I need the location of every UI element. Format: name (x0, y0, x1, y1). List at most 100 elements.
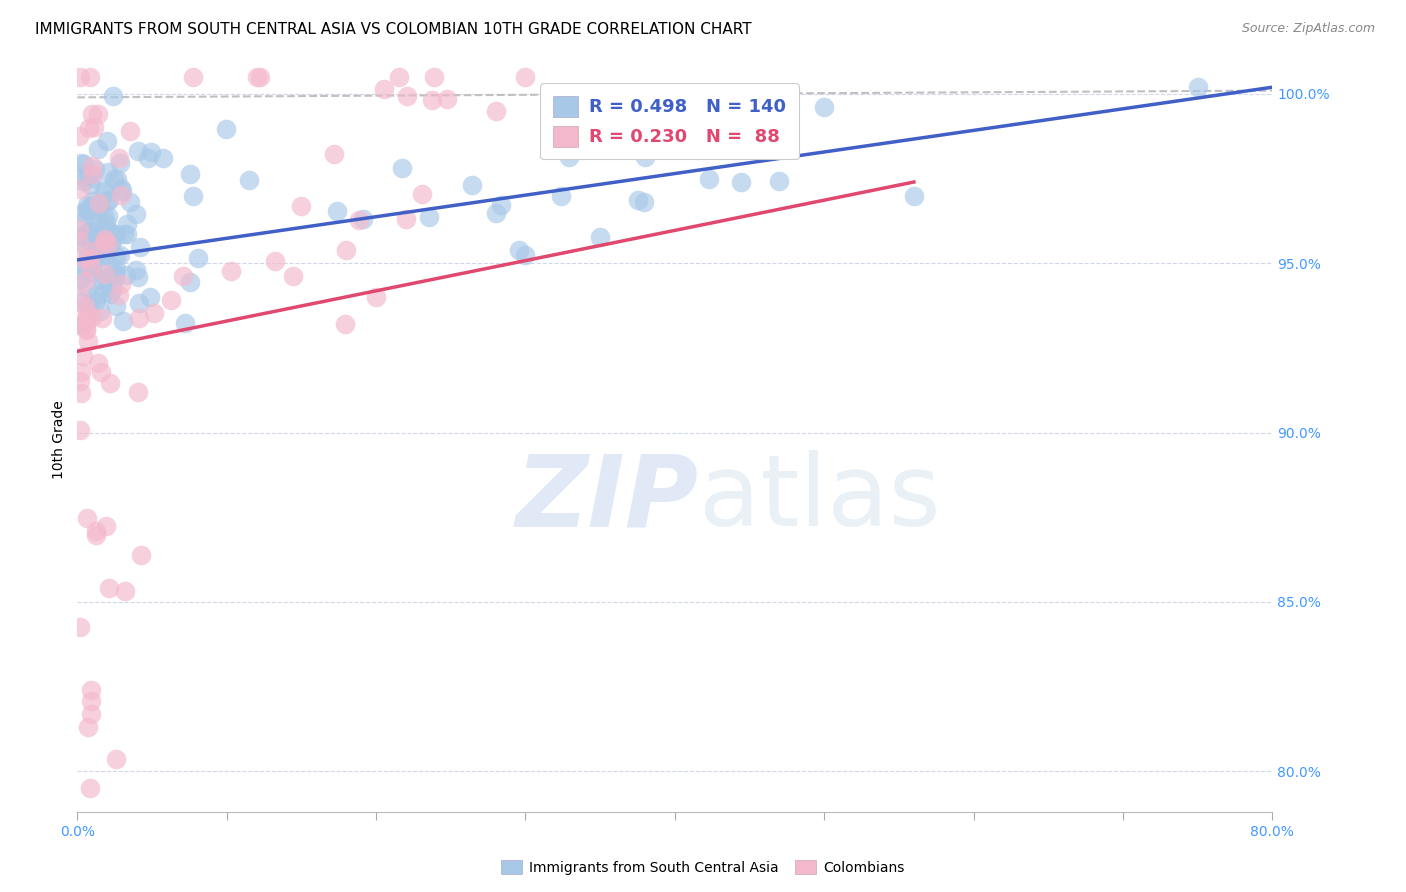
Point (105, 249, 128, 263)
Point (97, 277, 120, 291)
Point (93, 235, 115, 250)
Point (420, 93, 443, 107)
Point (70, 318, 93, 333)
Point (129, 240, 152, 254)
Point (72, 315, 94, 329)
Point (87, 254, 110, 268)
Point (98, 581, 121, 595)
Point (396, 89, 419, 103)
Point (100, 235, 122, 250)
Point (110, 188, 132, 202)
Point (84, 236, 107, 251)
Point (633, 195, 655, 210)
Point (70, 215, 93, 229)
Point (627, 193, 650, 207)
Point (82, 170, 104, 185)
Point (72, 174, 94, 188)
Point (76, 720, 98, 734)
Point (70, 295, 93, 310)
Point (326, 204, 349, 219)
Point (72, 206, 94, 220)
Point (89, 217, 111, 231)
Point (97, 209, 120, 223)
Point (813, 99, 835, 113)
Point (75, 240, 97, 254)
Legend: Immigrants from South Central Asia, Colombians: Immigrants from South Central Asia, Colo… (496, 855, 910, 880)
Point (96, 519, 118, 533)
Point (111, 314, 134, 328)
Point (87, 196, 110, 211)
Text: ZIP: ZIP (516, 450, 699, 548)
Point (94, 272, 117, 286)
Point (82, 244, 104, 258)
Point (515, 70, 537, 84)
Point (76, 227, 98, 241)
Point (76, 280, 98, 294)
Point (103, 267, 125, 281)
Point (82, 159, 104, 173)
Point (86, 524, 108, 539)
Point (97, 194, 120, 208)
Point (75, 322, 97, 336)
Point (550, 188, 572, 202)
Point (72, 251, 94, 265)
Point (589, 229, 612, 244)
Point (219, 263, 242, 277)
Point (76, 225, 98, 239)
Point (94, 216, 117, 230)
Point (283, 268, 305, 283)
Point (575, 127, 598, 141)
Point (143, 306, 166, 320)
Point (366, 290, 388, 304)
Point (173, 316, 195, 330)
Point (104, 270, 127, 285)
Point (86, 527, 108, 541)
Point (1187, 79, 1209, 94)
Point (79, 224, 101, 238)
Point (77, 254, 100, 268)
Point (69, 620, 91, 634)
Point (136, 151, 159, 165)
Point (179, 276, 201, 290)
Point (103, 172, 125, 186)
Point (485, 206, 508, 220)
Point (97, 223, 120, 237)
Point (72, 229, 94, 244)
Point (96, 194, 118, 208)
Point (91, 311, 114, 326)
Point (89, 199, 111, 213)
Point (76, 306, 98, 320)
Point (91, 249, 114, 263)
Point (79, 178, 101, 193)
Point (139, 145, 162, 159)
Point (335, 244, 357, 258)
Point (76, 202, 98, 217)
Point (72, 228, 94, 243)
Point (79, 298, 101, 312)
Point (87, 107, 110, 121)
Point (93, 184, 115, 198)
Point (77, 224, 100, 238)
Point (128, 311, 150, 326)
Point (80, 707, 103, 722)
Point (91, 286, 114, 301)
Point (108, 156, 131, 170)
Point (83, 161, 105, 176)
Point (110, 180, 132, 194)
Point (388, 70, 411, 84)
Point (82, 199, 104, 213)
Point (215, 122, 238, 136)
Point (80, 260, 103, 275)
Point (97, 165, 120, 179)
Point (395, 212, 418, 227)
Point (152, 152, 174, 166)
Point (436, 92, 458, 106)
Point (86, 238, 108, 252)
Point (98, 376, 121, 390)
Point (118, 124, 141, 138)
Point (79, 251, 101, 265)
Point (69, 423, 91, 437)
Point (79, 70, 101, 84)
Point (76, 198, 98, 212)
Text: IMMIGRANTS FROM SOUTH CENTRAL ASIA VS COLOMBIAN 10TH GRADE CORRELATION CHART: IMMIGRANTS FROM SOUTH CENTRAL ASIA VS CO… (35, 22, 752, 37)
